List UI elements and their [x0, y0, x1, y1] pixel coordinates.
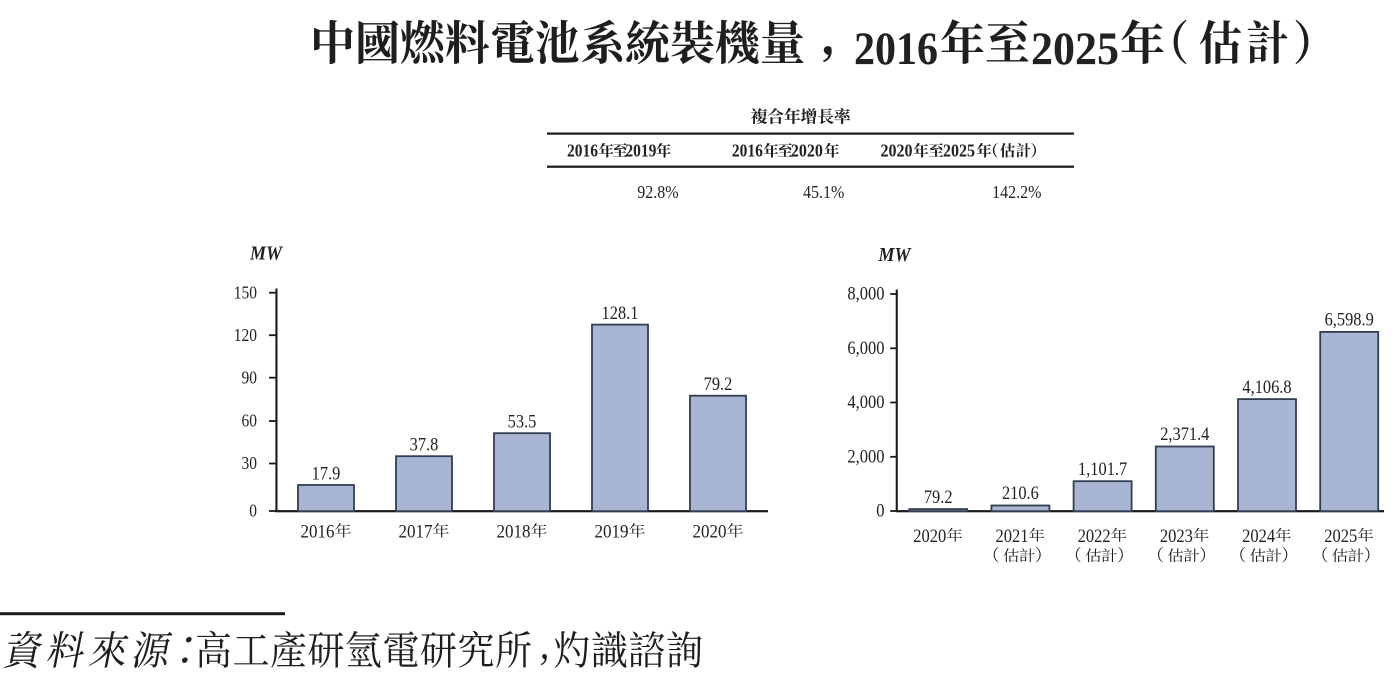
svg-text:2019: 2019: [595, 521, 629, 542]
svg-text:210.6: 210.6: [1002, 482, 1039, 503]
svg-text:2016: 2016: [301, 521, 335, 542]
svg-text:MW: MW: [249, 243, 284, 265]
svg-text:17.9: 17.9: [312, 462, 341, 483]
svg-text:79.2: 79.2: [704, 373, 733, 394]
svg-text:2025: 2025: [1031, 23, 1119, 75]
svg-text:2018: 2018: [497, 521, 531, 542]
svg-text:79.2: 79.2: [924, 486, 953, 507]
svg-text:120: 120: [234, 325, 257, 345]
svg-text:150: 150: [234, 282, 257, 302]
svg-text:0: 0: [876, 500, 884, 521]
svg-text:2020: 2020: [693, 521, 727, 542]
svg-text:2020: 2020: [881, 141, 913, 161]
svg-text:2016: 2016: [854, 23, 938, 75]
svg-text:2021: 2021: [996, 525, 1029, 546]
svg-text:53.5: 53.5: [508, 411, 537, 432]
svg-text:1,101.7: 1,101.7: [1078, 458, 1127, 479]
svg-text:6,598.9: 6,598.9: [1325, 309, 1374, 330]
svg-text:60: 60: [242, 411, 257, 431]
svg-text:2025: 2025: [1324, 525, 1357, 546]
svg-text:2,000: 2,000: [847, 445, 884, 466]
svg-text:8,000: 8,000: [847, 283, 884, 304]
svg-text:2019: 2019: [625, 141, 656, 161]
svg-text:2023: 2023: [1160, 525, 1193, 546]
svg-text:MW: MW: [878, 244, 913, 266]
svg-text:90: 90: [242, 367, 257, 387]
svg-text:2,371.4: 2,371.4: [1160, 423, 1209, 444]
svg-text:2025: 2025: [943, 141, 975, 161]
svg-text:6,000: 6,000: [847, 337, 884, 358]
svg-text:2016: 2016: [732, 141, 763, 161]
svg-text:2024: 2024: [1242, 525, 1275, 546]
svg-text:2020: 2020: [913, 525, 946, 546]
svg-text:30: 30: [242, 453, 257, 473]
svg-text:4,000: 4,000: [847, 391, 884, 412]
svg-text:2020: 2020: [791, 141, 823, 161]
svg-text:2017: 2017: [399, 521, 433, 542]
svg-text:0: 0: [249, 501, 257, 521]
svg-text:92.8%: 92.8%: [637, 182, 678, 202]
svg-text:128.1: 128.1: [602, 302, 639, 323]
svg-text:142.2%: 142.2%: [992, 182, 1041, 202]
svg-text:2022: 2022: [1078, 525, 1111, 546]
svg-text:2016: 2016: [567, 141, 598, 161]
svg-text:37.8: 37.8: [410, 434, 439, 455]
svg-text:45.1%: 45.1%: [803, 182, 844, 202]
svg-text:4,106.8: 4,106.8: [1242, 376, 1291, 397]
